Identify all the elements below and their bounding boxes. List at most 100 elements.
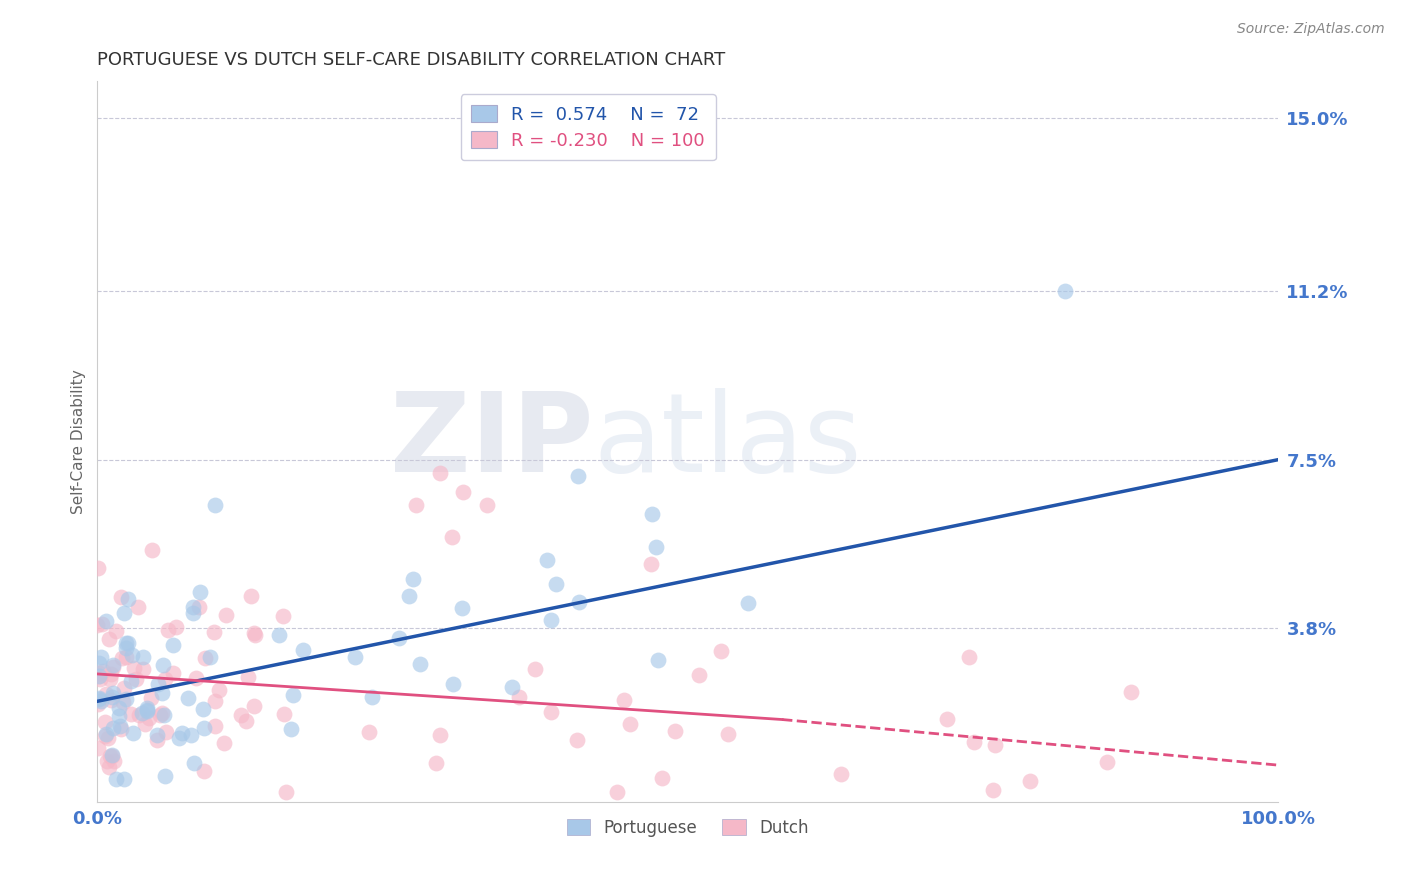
Portuguese bbox=[540, 613, 562, 627]
Dutch bbox=[157, 623, 180, 637]
Portuguese bbox=[502, 680, 524, 694]
Dutch bbox=[273, 706, 295, 721]
Dutch bbox=[110, 723, 132, 737]
Dutch bbox=[100, 667, 122, 681]
Dutch bbox=[184, 671, 207, 685]
Dutch bbox=[1019, 774, 1042, 789]
Dutch bbox=[98, 749, 121, 764]
Dutch bbox=[134, 717, 156, 731]
Dutch bbox=[204, 719, 226, 733]
Dutch bbox=[212, 736, 235, 750]
Portuguese bbox=[280, 722, 302, 736]
Dutch bbox=[243, 626, 266, 640]
Dutch bbox=[357, 724, 380, 739]
Portuguese bbox=[108, 719, 131, 733]
Dutch bbox=[87, 561, 110, 575]
Dutch bbox=[429, 467, 451, 481]
Dutch bbox=[146, 733, 169, 747]
Portuguese bbox=[176, 691, 198, 706]
Dutch bbox=[664, 723, 686, 738]
Dutch bbox=[984, 739, 1007, 753]
Portuguese bbox=[87, 656, 110, 670]
Portuguese bbox=[117, 635, 139, 649]
Portuguese bbox=[131, 706, 153, 720]
Dutch bbox=[1097, 756, 1119, 770]
Dutch bbox=[97, 632, 120, 646]
Portuguese bbox=[193, 721, 215, 735]
Dutch bbox=[155, 725, 177, 739]
Dutch bbox=[204, 694, 226, 708]
Portuguese bbox=[115, 636, 138, 650]
Dutch bbox=[271, 609, 294, 624]
Portuguese bbox=[121, 648, 143, 662]
Dutch bbox=[475, 498, 498, 512]
Portuguese bbox=[112, 607, 135, 621]
Dutch bbox=[440, 530, 463, 544]
Portuguese bbox=[267, 628, 290, 642]
Text: Source: ZipAtlas.com: Source: ZipAtlas.com bbox=[1237, 22, 1385, 37]
Dutch bbox=[606, 785, 628, 799]
Portuguese bbox=[101, 690, 124, 705]
Dutch bbox=[194, 650, 217, 665]
Portuguese bbox=[568, 595, 591, 609]
Portuguese bbox=[153, 708, 176, 723]
Portuguese bbox=[180, 728, 202, 742]
Dutch bbox=[613, 692, 636, 706]
Dutch bbox=[125, 672, 148, 686]
Portuguese bbox=[146, 677, 169, 691]
Dutch bbox=[540, 705, 562, 719]
Dutch bbox=[112, 681, 135, 695]
Portuguese bbox=[153, 769, 176, 783]
Portuguese bbox=[644, 541, 666, 555]
Dutch bbox=[112, 695, 135, 709]
Dutch bbox=[100, 693, 122, 707]
Legend: Portuguese, Dutch: Portuguese, Dutch bbox=[560, 813, 815, 844]
Portuguese bbox=[101, 685, 124, 699]
Portuguese bbox=[567, 469, 589, 483]
Portuguese bbox=[108, 701, 131, 715]
Dutch bbox=[132, 662, 155, 676]
Dutch bbox=[128, 707, 150, 722]
Dutch bbox=[90, 617, 112, 632]
Dutch bbox=[936, 712, 959, 726]
Dutch bbox=[141, 690, 163, 705]
Portuguese bbox=[647, 653, 669, 667]
Dutch bbox=[619, 717, 641, 731]
Portuguese bbox=[114, 691, 136, 706]
Dutch bbox=[103, 754, 125, 768]
Portuguese bbox=[146, 728, 169, 742]
Portuguese bbox=[167, 731, 190, 745]
Dutch bbox=[91, 664, 114, 678]
Dutch bbox=[710, 643, 733, 657]
Dutch bbox=[165, 620, 187, 634]
Dutch bbox=[89, 672, 111, 686]
Dutch bbox=[149, 707, 172, 722]
Text: PORTUGUESE VS DUTCH SELF-CARE DISABILITY CORRELATION CHART: PORTUGUESE VS DUTCH SELF-CARE DISABILITY… bbox=[97, 51, 725, 69]
Portuguese bbox=[104, 772, 127, 786]
Dutch bbox=[87, 697, 110, 711]
Dutch bbox=[162, 665, 184, 680]
Dutch bbox=[425, 756, 447, 771]
Portuguese bbox=[89, 690, 111, 705]
Portuguese bbox=[188, 584, 211, 599]
Dutch bbox=[110, 590, 132, 604]
Portuguese bbox=[344, 649, 367, 664]
Portuguese bbox=[281, 688, 304, 702]
Portuguese bbox=[388, 631, 411, 645]
Dutch bbox=[957, 649, 980, 664]
Dutch bbox=[120, 707, 142, 722]
Dutch bbox=[111, 650, 134, 665]
Portuguese bbox=[150, 686, 173, 700]
Dutch bbox=[193, 764, 215, 778]
Dutch bbox=[98, 759, 121, 773]
Dutch bbox=[104, 624, 127, 638]
Portuguese bbox=[135, 704, 157, 718]
Dutch bbox=[565, 732, 588, 747]
Portuguese bbox=[1054, 284, 1077, 298]
Portuguese bbox=[181, 599, 204, 614]
Dutch bbox=[688, 667, 710, 681]
Dutch bbox=[523, 663, 546, 677]
Dutch bbox=[89, 666, 111, 681]
Portuguese bbox=[193, 702, 215, 716]
Dutch bbox=[94, 714, 117, 729]
